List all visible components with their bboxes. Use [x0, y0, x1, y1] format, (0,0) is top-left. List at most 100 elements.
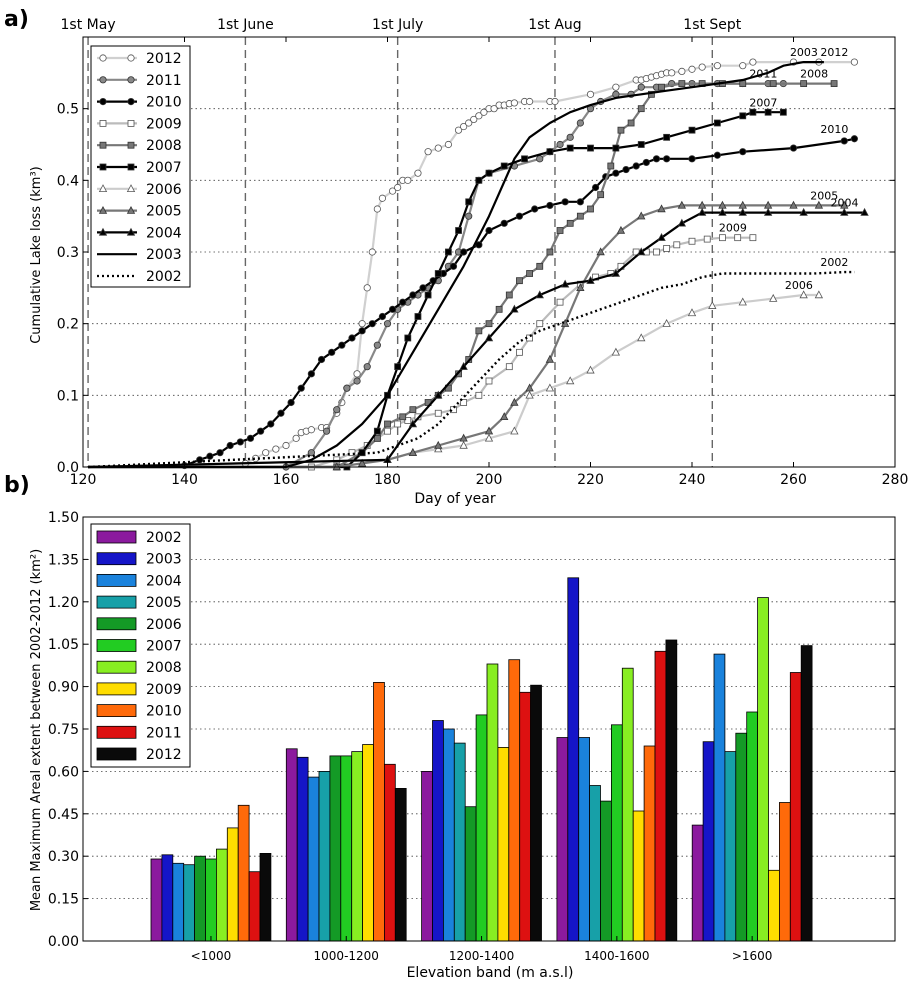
series-2007: 2007 [88, 96, 787, 471]
point-2004 [860, 207, 869, 216]
point-2012 [551, 97, 559, 106]
point-2006 [566, 376, 575, 385]
bar-2007->1600 [746, 711, 759, 942]
point-2012 [749, 58, 757, 66]
end-label-2012: 2012 [820, 46, 848, 59]
a-gridlines [83, 108, 895, 396]
point-2010 [378, 312, 387, 321]
point-2005 [545, 354, 555, 363]
point-2007 [434, 270, 442, 277]
point-2004 [535, 290, 544, 299]
series-line-2003 [88, 60, 824, 469]
point-2010 [307, 370, 315, 378]
b-y-tick-label: 0.30 [48, 849, 79, 865]
point-2010 [409, 291, 417, 299]
point-2010 [546, 201, 554, 210]
b-legend-swatch-2012 [96, 747, 137, 761]
a-legend-marker [99, 98, 107, 106]
bar-2005-1400-1600 [589, 785, 601, 942]
bar-2005-1000-1200 [318, 771, 331, 942]
point-2007 [749, 108, 757, 116]
point-2010 [739, 148, 747, 156]
b-y-tick-label: 0.15 [48, 892, 79, 908]
point-2011 [307, 449, 315, 457]
point-2004 [718, 207, 727, 216]
bar-2012->1600 [800, 645, 813, 942]
point-2005 [434, 440, 443, 449]
b-legend-label-2010: 2010 [146, 704, 182, 720]
b-legend-label-2008: 2008 [146, 660, 182, 676]
point-2011 [333, 406, 341, 414]
point-2006 [687, 308, 697, 317]
b-y-tick-label: 0.45 [48, 807, 79, 823]
point-2008 [607, 162, 615, 170]
point-2004 [840, 207, 849, 216]
a-legend-marker [127, 54, 135, 62]
series-2003: 2003 [88, 46, 824, 469]
point-2012 [414, 169, 422, 177]
point-2012 [612, 83, 620, 91]
point-2009 [460, 399, 468, 406]
point-2007 [500, 162, 508, 170]
a-legend-marker [99, 54, 107, 62]
point-2007 [373, 427, 381, 435]
b-legend-swatch-2009 [96, 682, 137, 696]
point-2008 [566, 219, 574, 227]
point-2012 [292, 434, 300, 442]
point-2012 [470, 115, 478, 124]
point-2010 [257, 427, 265, 435]
point-2008 [739, 80, 747, 87]
bar-2003-1400-1600 [567, 577, 580, 942]
point-2012 [307, 426, 315, 434]
a-legend-marker [99, 163, 107, 171]
point-2011 [383, 320, 392, 328]
point-2012 [465, 119, 473, 127]
point-2009 [475, 391, 483, 399]
a-y-tick-label: 0.1 [57, 388, 79, 404]
point-2008 [587, 205, 594, 213]
point-2004 [677, 218, 687, 227]
a-y-tick-label: 0.4 [57, 173, 79, 189]
point-2005 [814, 200, 824, 209]
bar-2010->1600 [779, 802, 791, 942]
point-2009 [505, 363, 513, 371]
point-2006 [799, 290, 808, 299]
point-2009 [734, 234, 742, 242]
b-legend-swatch-2007 [96, 639, 137, 652]
bar-2005->1600 [724, 751, 737, 942]
bar-2006-1200-1400 [464, 806, 477, 942]
a-x-tick-label: 200 [476, 472, 503, 488]
point-2004 [657, 233, 666, 241]
a-legend-marker [127, 120, 135, 127]
b-legend-swatch-2002 [96, 530, 137, 544]
b-legend-label-2002: 2002 [146, 530, 182, 546]
point-2011 [465, 212, 473, 220]
point-2009 [556, 298, 564, 306]
b-x-tick-label: <1000 [191, 949, 232, 963]
point-2009 [394, 420, 402, 428]
point-2007 [414, 313, 422, 320]
b-x-tick-label: 1200-1400 [449, 949, 514, 963]
point-2010 [216, 449, 224, 457]
a-legend-marker [127, 163, 135, 171]
b-y-axis-label: Mean Maximum Areal extent between 2002-2… [29, 549, 44, 911]
bar-2009-1400-1600 [632, 810, 645, 942]
point-2010 [612, 169, 620, 177]
point-2010 [850, 135, 859, 143]
a-legend-label-2006: 2006 [146, 182, 182, 198]
point-2008 [495, 305, 503, 313]
point-2004 [611, 268, 621, 277]
point-2012 [460, 122, 468, 131]
point-2010 [663, 155, 671, 163]
b-legend-label-2009: 2009 [146, 682, 182, 698]
point-2012 [272, 445, 280, 453]
a-legend-marker [126, 227, 136, 236]
point-2006 [525, 390, 534, 399]
point-2006 [611, 347, 621, 356]
a-legend-marker [127, 76, 135, 84]
point-2010 [642, 158, 650, 167]
series-2011: 2011 [88, 68, 787, 471]
point-2005 [576, 283, 585, 292]
bar-2002-1000-1200 [285, 748, 298, 942]
